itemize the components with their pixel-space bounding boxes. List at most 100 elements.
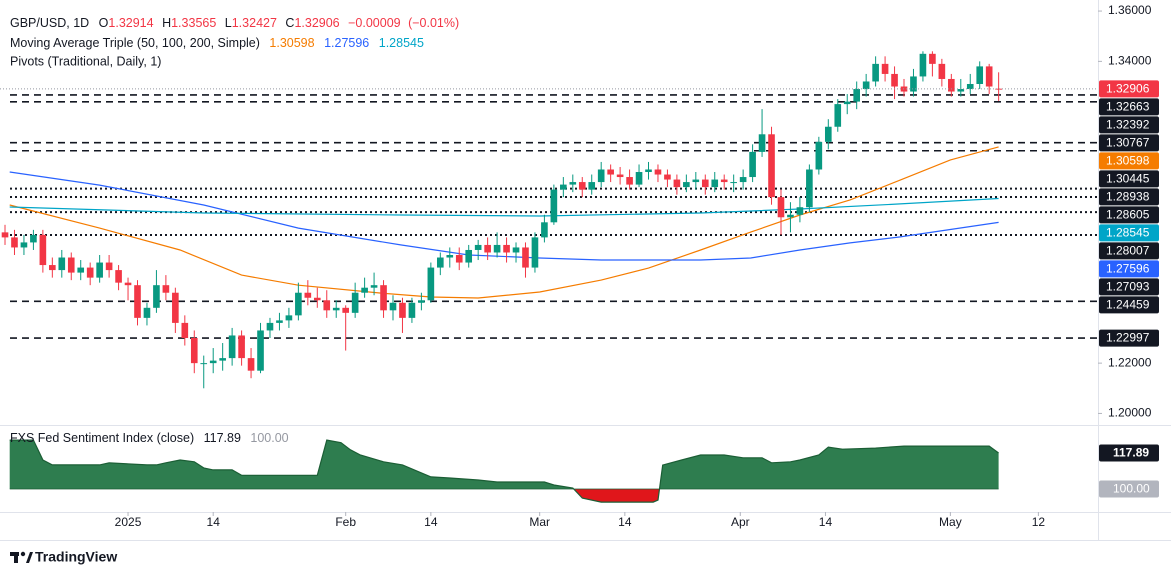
candle-body <box>266 322 274 331</box>
pivot-label-bg <box>1099 278 1159 296</box>
ma-legend: Moving Average Triple (50, 100, 200, Sim… <box>10 36 424 50</box>
candle-body <box>512 247 520 253</box>
moving-average <box>9 171 999 261</box>
candle-body <box>503 244 510 253</box>
candle-body <box>701 179 709 188</box>
candle-body <box>389 302 397 311</box>
pivot-label: 1.28007 <box>1106 244 1150 258</box>
candle-body <box>541 222 548 238</box>
candle-body <box>332 307 340 311</box>
pivot-label-bg <box>1099 329 1159 347</box>
ma-label: 1.27596 <box>1106 262 1150 276</box>
candle-body <box>238 335 245 359</box>
candle-body <box>399 302 406 318</box>
candle-body <box>30 234 37 243</box>
candle-body <box>285 315 293 321</box>
x-tick-label: 14 <box>618 515 632 529</box>
candle-body <box>181 322 189 338</box>
candle-body <box>872 63 879 82</box>
x-tick-label: 14 <box>819 515 833 529</box>
candle-body <box>616 174 624 178</box>
pivot-label-bg <box>1099 116 1159 134</box>
ma-label-bg <box>1099 152 1159 170</box>
pivot-label-bg <box>1099 98 1159 116</box>
candle-body <box>919 53 927 77</box>
candle-body <box>408 302 416 318</box>
candle-body <box>578 182 586 190</box>
candle-body <box>380 285 387 311</box>
candle-body <box>749 151 756 178</box>
pivot-label-bg <box>1099 170 1159 188</box>
candle-body <box>474 244 482 250</box>
candle-body <box>966 83 974 90</box>
candle-body <box>711 179 719 188</box>
y-tick-label: 1.20000 <box>1108 406 1152 420</box>
candle-body <box>588 182 596 190</box>
candle-body <box>228 335 236 359</box>
candle-body <box>730 182 737 184</box>
candle-body <box>787 214 794 218</box>
candle-body <box>720 179 728 183</box>
price-label-bg <box>1099 80 1159 98</box>
candle-body <box>446 255 454 258</box>
plot-area: 2025 14 Feb 14 Mar 14 Apr 14 May 12 <box>0 0 1171 541</box>
ma-label-bg <box>1099 224 1159 242</box>
pivot-label-bg <box>1099 206 1159 224</box>
candle-body <box>739 177 747 183</box>
pivot-legend: Pivots (Traditional, Daily, 1) <box>10 54 161 68</box>
x-tick-label: 12 <box>1032 515 1046 529</box>
y-tick-label: 1.22000 <box>1108 355 1152 369</box>
sentiment-legend: FXS Fed Sentiment Index (close) 117.89 1… <box>10 431 289 445</box>
candle-body <box>985 66 993 87</box>
pivot-label-bg <box>1099 134 1159 152</box>
candle-body <box>276 320 283 323</box>
candle-body <box>351 292 359 313</box>
ohlc-value: 1.32427 <box>232 16 277 30</box>
sentiment-area-positive <box>9 440 999 490</box>
ma-label-bg <box>1099 260 1159 278</box>
moving-average <box>9 146 999 299</box>
candle-body <box>455 255 463 263</box>
brand: TradingView <box>35 549 117 565</box>
logo-icon <box>10 551 33 563</box>
candle-body <box>853 89 861 102</box>
pivot-label: 1.28938 <box>1106 190 1150 204</box>
candle-body <box>313 297 321 301</box>
candle-body <box>673 179 681 188</box>
sentiment-label-bg <box>1099 444 1159 462</box>
candle-body <box>124 282 132 286</box>
candle-body <box>824 126 832 142</box>
y-tick-label: 1.34000 <box>1108 54 1152 68</box>
candle-body <box>815 141 823 170</box>
pivot-label: 1.27093 <box>1106 280 1150 294</box>
candle-body <box>768 134 775 198</box>
change: −0.00009 <box>348 16 401 30</box>
candle-body <box>437 257 444 268</box>
price-axis: 1.36000 1.34000 1.22000 1.20000 1.32906 1.326… <box>1098 3 1159 498</box>
candle-body <box>342 307 349 313</box>
sentiment-line <box>9 439 999 503</box>
ma-label: 1.30598 <box>1106 154 1150 168</box>
candle-body <box>806 169 813 208</box>
ma-value: 1.27596 <box>324 36 369 50</box>
candle-body <box>976 66 984 84</box>
candle-body <box>957 89 965 92</box>
ohlc-key: C <box>285 16 294 30</box>
candle-body <box>361 287 368 293</box>
footer: TradingView <box>10 549 117 565</box>
candle-body <box>550 189 558 223</box>
pivot-label: 1.30445 <box>1106 172 1150 186</box>
candle-body <box>522 247 529 268</box>
candle-body <box>247 358 255 371</box>
pivot-label: 1.30767 <box>1106 136 1150 150</box>
sentiment-label: 117.89 <box>1113 446 1149 460</box>
candle-body <box>929 53 936 64</box>
candle-body <box>465 249 473 263</box>
x-tick-label: Feb <box>335 515 356 529</box>
candle-body <box>910 76 917 92</box>
candle-body <box>493 244 501 253</box>
sentiment-baseline: 100.00 <box>250 431 288 445</box>
candle-body <box>77 267 85 273</box>
